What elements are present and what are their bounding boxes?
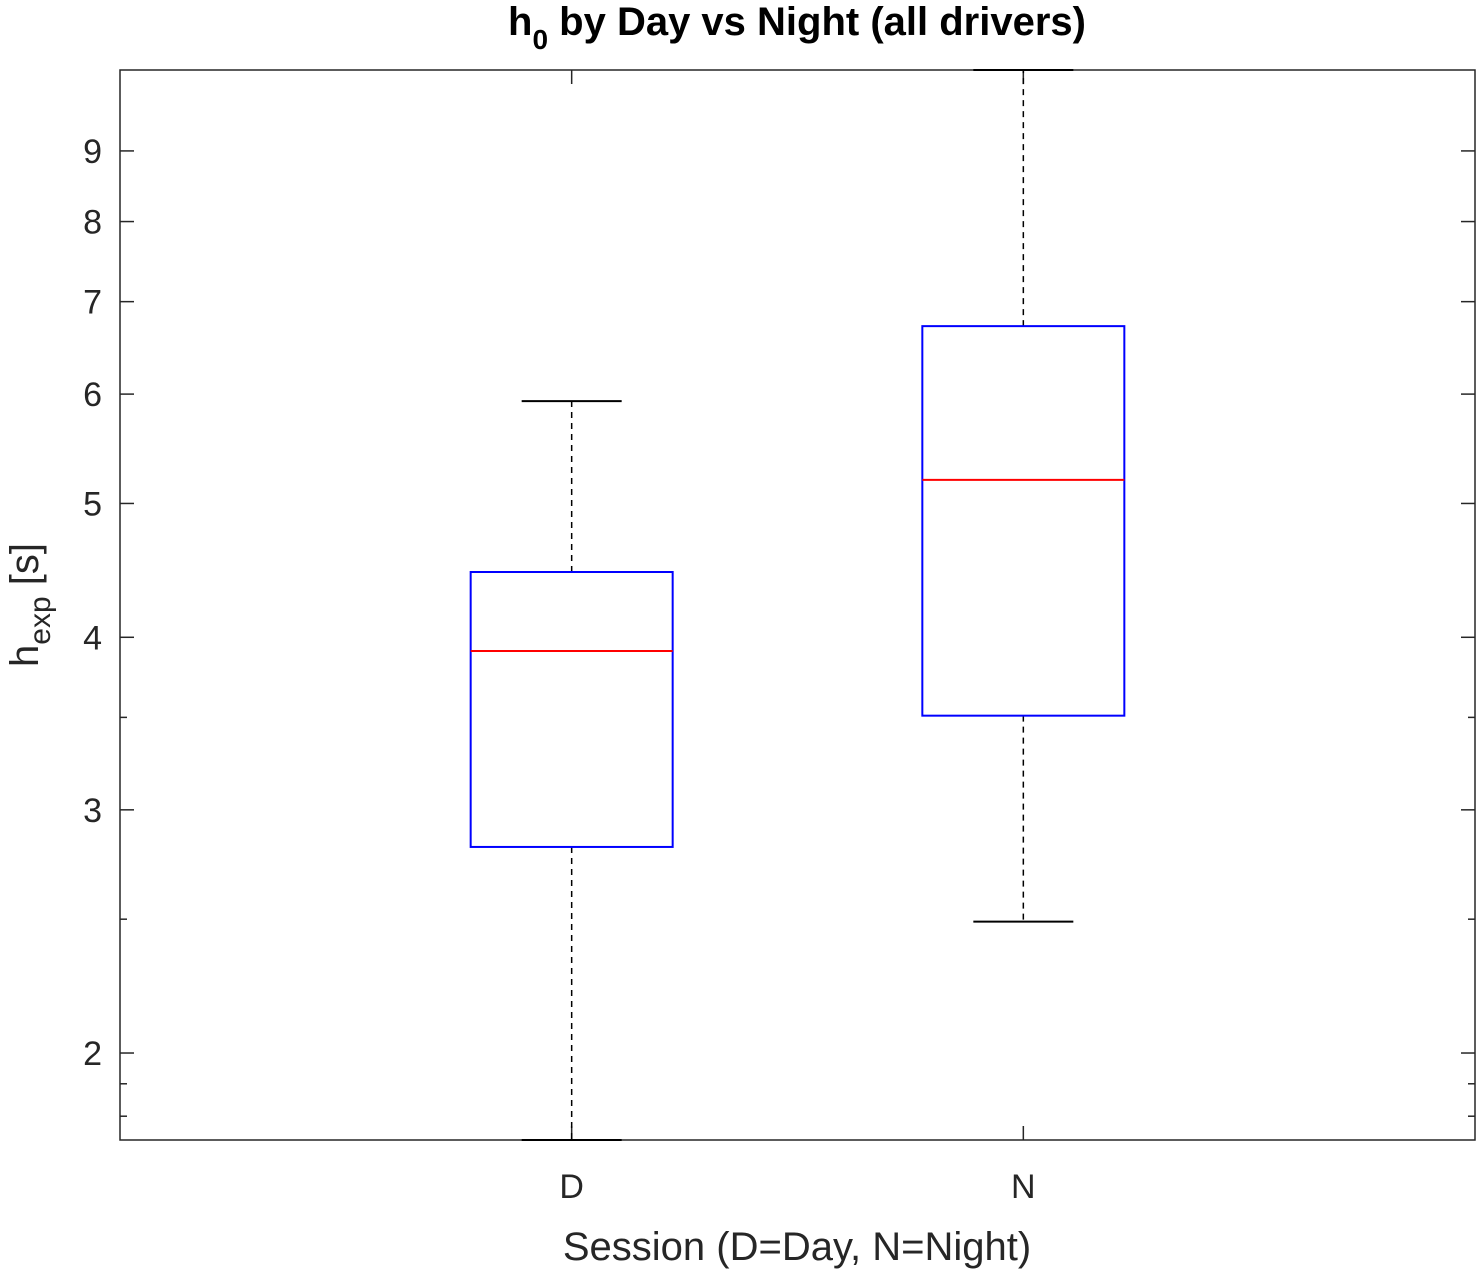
y-tick-label: 2 <box>83 1035 102 1073</box>
y-tick-label: 9 <box>83 133 102 171</box>
iqr-box <box>921 325 1126 717</box>
chart-title: h0 by Day vs Night (all drivers) <box>508 0 1086 55</box>
y-axis-label: hexp [s] <box>3 543 57 667</box>
y-tick-label: 5 <box>83 485 102 523</box>
x-tick-label: D <box>559 1168 584 1206</box>
y-tick-label: 8 <box>83 204 102 242</box>
y-tick-label: 6 <box>83 376 102 414</box>
x-axis-label: Session (D=Day, N=Night) <box>563 1225 1031 1269</box>
x-tick-label: N <box>1011 1168 1036 1206</box>
y-tick-label: 4 <box>83 619 102 657</box>
box-N <box>921 69 1126 923</box>
plot-area <box>119 69 1476 1141</box>
y-tick-label: 3 <box>83 792 102 830</box>
iqr-box <box>469 571 674 848</box>
y-tick-label: 7 <box>83 284 102 322</box>
boxes <box>469 69 1126 1141</box>
y-axis: 2 3 4 5 6 7 8 9 <box>83 133 1475 1117</box>
box-D <box>469 400 674 1141</box>
